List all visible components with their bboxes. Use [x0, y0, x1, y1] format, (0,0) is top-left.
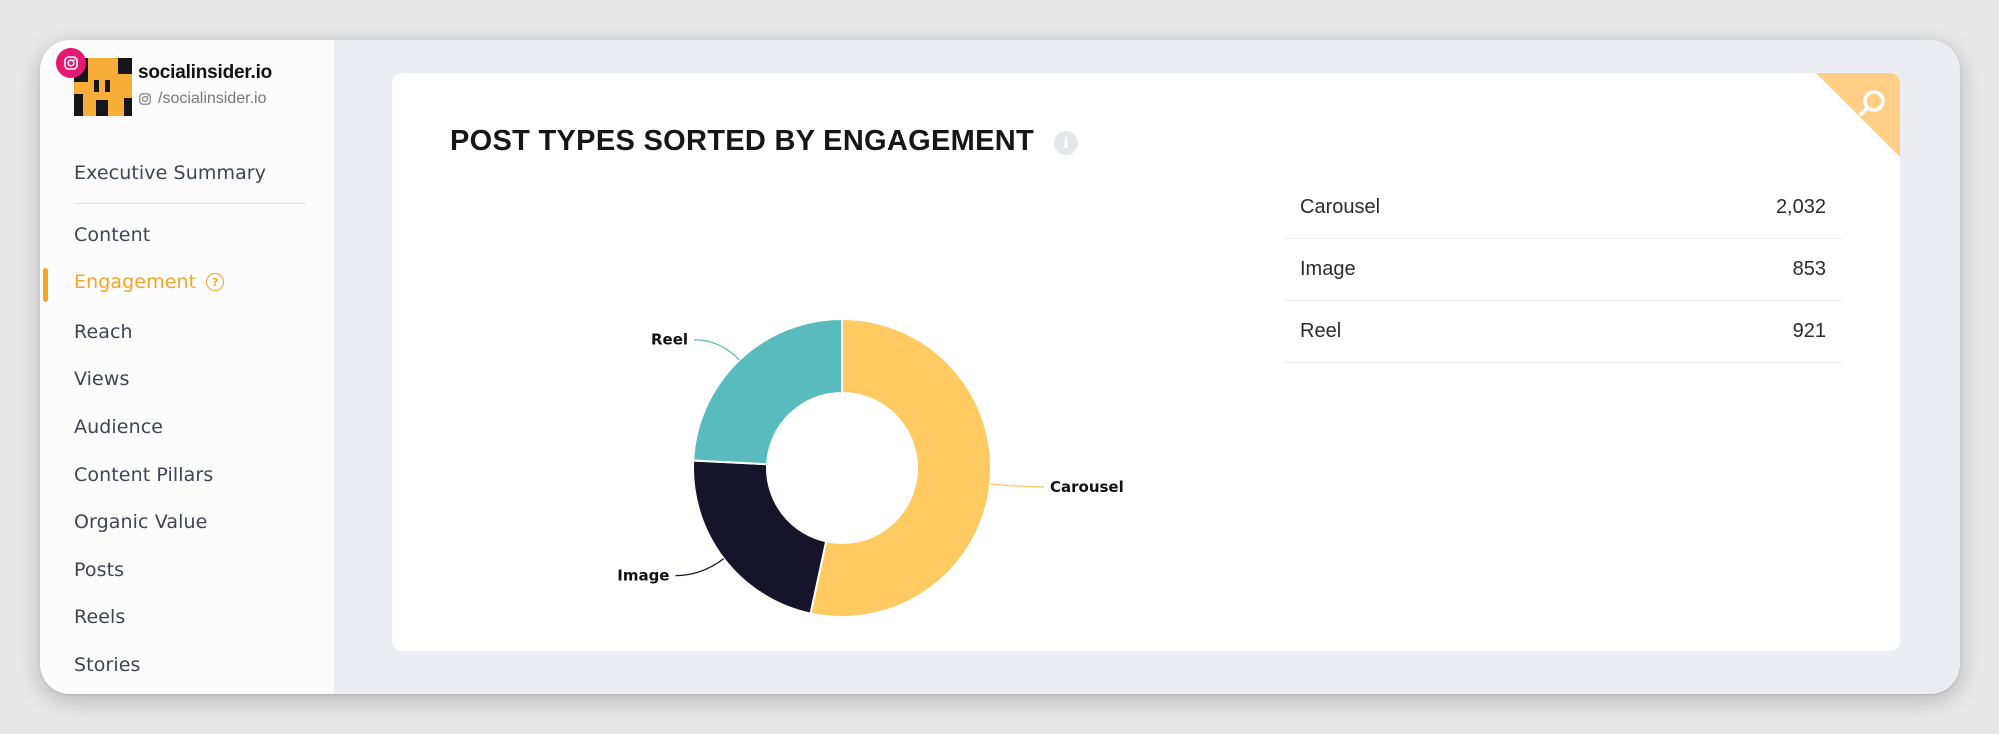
sidebar-item-audience[interactable]: Audience [74, 416, 163, 438]
sidebar-divider [74, 203, 306, 204]
search-icon[interactable] [1816, 73, 1900, 157]
slice-label-carousel: Carousel [1050, 478, 1124, 496]
instagram-icon [56, 48, 86, 78]
sidebar-item-content-pillars[interactable]: Content Pillars [74, 464, 213, 486]
avatar [74, 58, 132, 116]
table-row: Image 853 [1284, 239, 1842, 301]
row-value: 853 [1792, 258, 1826, 280]
sidebar-item-label: Engagement [74, 271, 197, 293]
donut-slice-reel[interactable] [692, 317, 843, 466]
sidebar-item-label: Reels [74, 606, 126, 628]
sidebar-item-stories[interactable]: Stories [74, 654, 141, 676]
engagement-card: POST TYPES SORTED BY ENGAGEMENT i Carous… [392, 73, 1900, 651]
donut-slice-carousel[interactable] [809, 317, 992, 618]
sidebar-item-label: Audience [74, 416, 164, 438]
info-icon[interactable]: i [1054, 131, 1078, 155]
sidebar-item-executive-summary[interactable]: Executive Summary [74, 162, 266, 184]
sidebar-item-organic-value[interactable]: Organic Value [74, 511, 207, 533]
sidebar-item-label: Content [74, 224, 151, 246]
sidebar-item-engagement[interactable]: Engagement ? [74, 271, 225, 293]
sidebar-item-posts[interactable]: Posts [74, 559, 124, 581]
label-connector-image [675, 558, 725, 577]
sidebar-item-reels[interactable]: Reels [74, 606, 125, 628]
row-label: Carousel [1300, 196, 1381, 218]
post-type-table: Carousel 2,032 Image 853 Reel 921 [1284, 177, 1842, 363]
help-circle-icon[interactable]: ? [206, 273, 225, 291]
donut-chart: Carousel Image Reel [617, 317, 1124, 618]
profile-handle-row: /socialinsider.io [138, 90, 267, 108]
label-connector-reel [694, 339, 740, 361]
slice-label-image: Image [617, 567, 669, 585]
donut-slice-image[interactable] [692, 459, 828, 615]
row-value: 2,032 [1775, 196, 1826, 218]
sidebar-item-label: Content Pillars [74, 464, 214, 486]
row-label: Image [1300, 258, 1356, 280]
row-value: 921 [1792, 320, 1826, 342]
row-label: Reel [1300, 320, 1342, 342]
sidebar: socialinsider.io /socialinsider.io Execu… [40, 40, 334, 694]
sidebar-item-label: Executive Summary [74, 162, 267, 184]
app-window: socialinsider.io /socialinsider.io Execu… [40, 40, 1960, 694]
instagram-small-icon [139, 93, 151, 105]
sidebar-item-label: Views [74, 368, 130, 390]
table-row: Reel 921 [1284, 301, 1842, 363]
sidebar-item-views[interactable]: Views [74, 368, 130, 390]
sidebar-item-label: Reach [74, 321, 133, 343]
table-row: Carousel 2,032 [1284, 177, 1842, 239]
card-title: POST TYPES SORTED BY ENGAGEMENT [450, 125, 1035, 157]
profile-name: socialinsider.io [138, 62, 273, 83]
profile-header[interactable]: socialinsider.io /socialinsider.io [56, 48, 324, 118]
sidebar-item-reach[interactable]: Reach [74, 321, 133, 343]
active-indicator [43, 268, 48, 302]
slice-label-reel: Reel [651, 331, 688, 349]
profile-handle: /socialinsider.io [158, 90, 267, 107]
label-connector-carousel [990, 483, 1044, 488]
sidebar-item-label: Posts [74, 559, 125, 581]
sidebar-item-label: Organic Value [74, 511, 208, 533]
sidebar-item-label: Stories [74, 654, 141, 676]
sidebar-item-content[interactable]: Content [74, 224, 150, 246]
